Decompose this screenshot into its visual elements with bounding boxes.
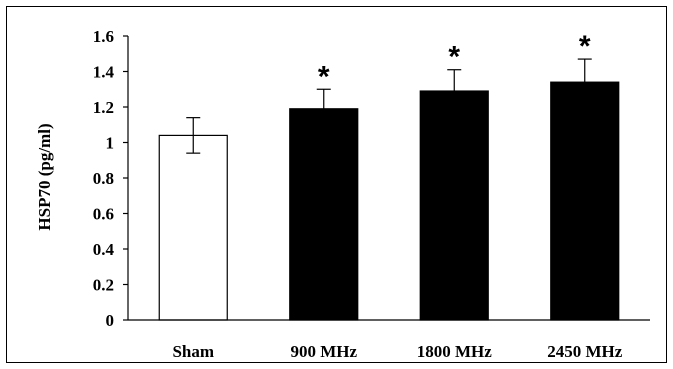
chart-frame <box>6 6 667 363</box>
x-category-label: 900 MHz <box>290 342 357 361</box>
bar <box>289 108 359 321</box>
significance-star: * <box>448 41 460 74</box>
y-tick-label: 0.2 <box>93 276 114 295</box>
y-tick-label: 0.6 <box>93 205 114 224</box>
bar <box>158 134 228 321</box>
x-category-label: 1800 MHz <box>417 342 493 361</box>
y-tick-label: 0.8 <box>93 169 114 188</box>
significance-star: * <box>318 60 330 93</box>
bars <box>158 81 620 321</box>
bar <box>419 90 489 321</box>
bar <box>550 81 620 321</box>
x-category-label: 2450 MHz <box>547 342 623 361</box>
y-axis-title: HSP70 (pg/ml) <box>35 123 54 230</box>
error-bars <box>186 58 592 154</box>
x-category-label: Sham <box>172 342 214 361</box>
x-axis-labels: Sham 900 MHz 1800 MHz 2450 MHz <box>172 342 622 361</box>
significance-markers: * * * <box>318 30 591 93</box>
y-tick-label: 0 <box>106 311 115 330</box>
y-tick-label: 0.4 <box>93 240 115 259</box>
y-tick-label: 1.2 <box>93 98 114 117</box>
y-axis-ticks: 0 0.2 0.4 0.6 0.8 1 1.2 1.4 1.6 <box>93 27 128 330</box>
significance-star: * <box>579 30 591 63</box>
y-tick-label: 1.4 <box>93 63 115 82</box>
y-tick-label: 1 <box>106 134 115 153</box>
y-tick-label: 1.6 <box>93 27 114 46</box>
